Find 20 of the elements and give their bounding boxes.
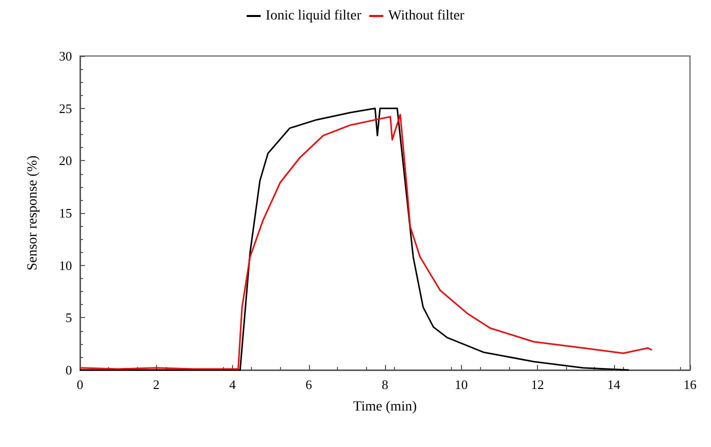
y-tick-label: 0 [66,362,72,378]
x-tick-label: 8 [382,377,388,392]
x-tick-label: 6 [306,377,312,392]
y-tick-label: 25 [59,100,72,116]
y-tick-label: 20 [59,153,72,168]
x-tick-label: 16 [684,377,697,392]
x-tick-label: 2 [153,377,160,392]
legend-label: Without filter [388,8,465,24]
y-tick-label: 15 [59,206,72,220]
x-tick-label: 0 [76,377,84,392]
y-tick-label: 10 [59,258,72,273]
x-tick-label: 14 [607,377,621,392]
x-axis-title: Time (min) [353,400,418,414]
x-tick-label: 12 [531,377,544,392]
x-tick-label: 4 [229,377,236,392]
y-tick-label: 30 [59,48,72,64]
y-axis-title: Sensor response (%) [26,155,40,271]
legend-label: Ionic liquid filter [266,8,362,24]
y-tick-label: 5 [66,310,72,326]
x-tick-label: 10 [454,377,468,392]
